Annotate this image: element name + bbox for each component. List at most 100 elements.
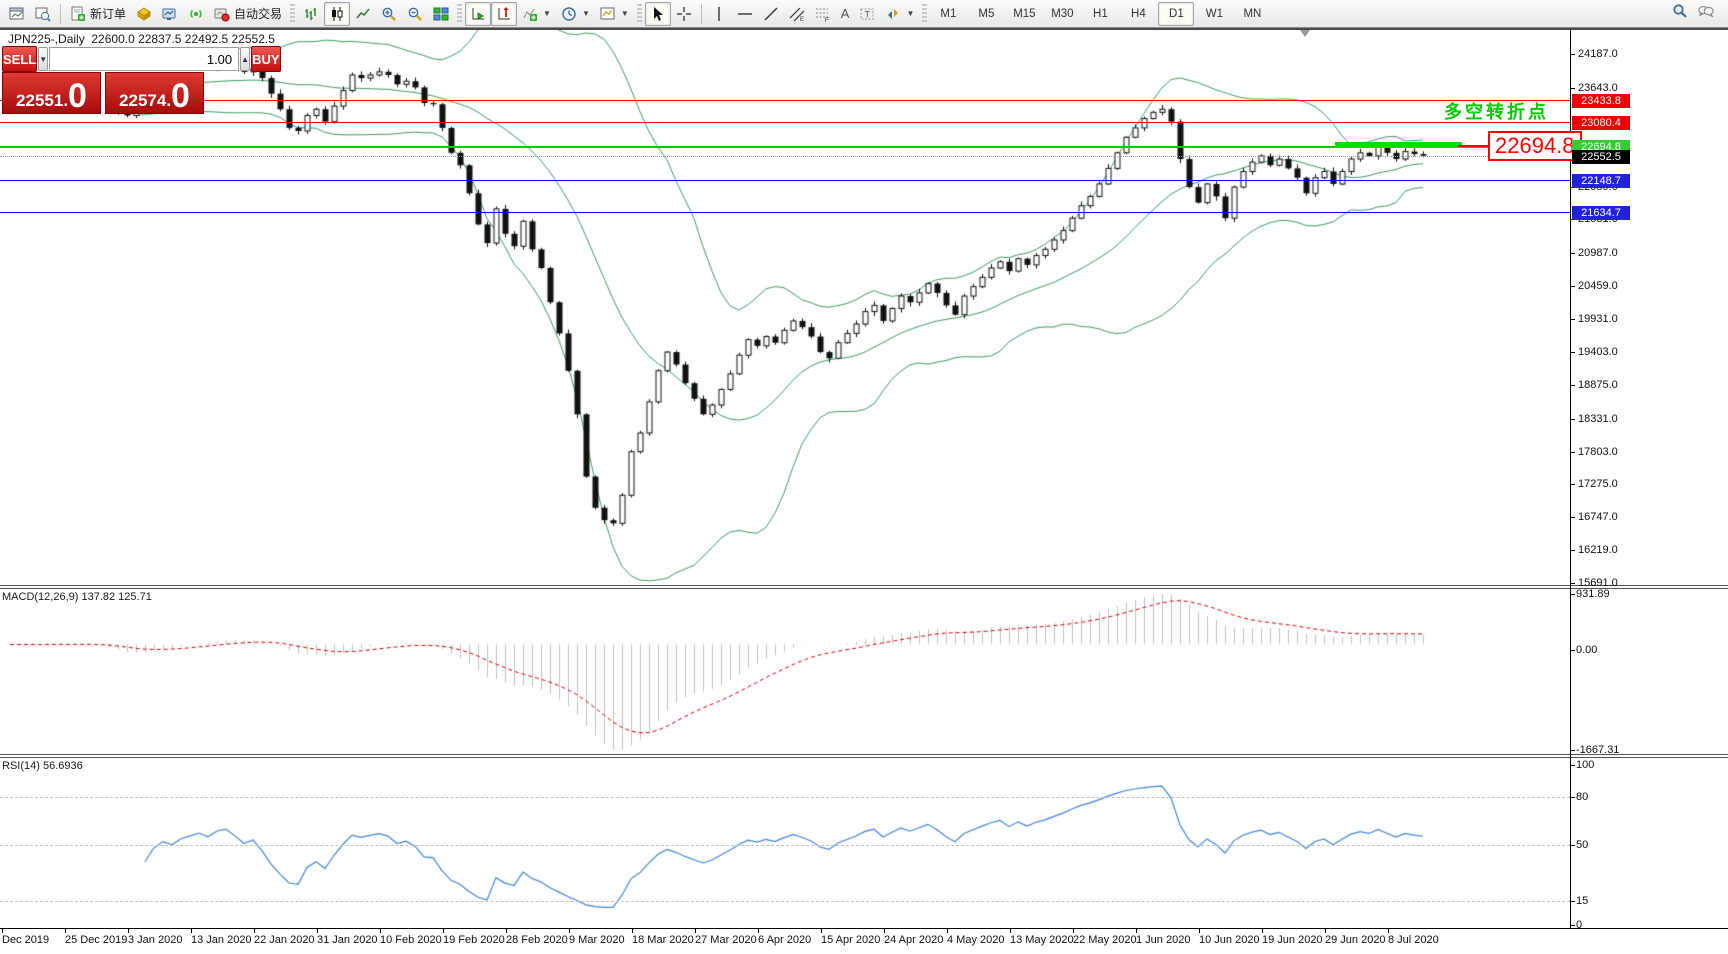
rsi-axis-tickmark [1570,765,1575,766]
text-tool-button[interactable]: A [836,2,855,26]
toolbar-grip [922,3,928,24]
time-axis-tickmark [254,929,255,933]
time-axis-label: 8 Jul 2020 [1388,934,1439,946]
horizontal-level-line[interactable] [0,122,1570,124]
chart-window-icon[interactable] [4,2,30,26]
timeframe-button-H1[interactable]: H1 [1093,7,1108,20]
time-axis-tickmark [884,929,885,933]
price-axis-tickmark [1570,583,1575,585]
current-price-badge: 22552.5 [1572,149,1630,164]
rsi-level-line [0,901,1570,902]
fibo-tag: F [825,18,829,22]
price-axis-border [1570,30,1571,928]
price-axis-tickmark [1570,517,1575,519]
price-axis-tick-label: 20459.0 [1578,280,1618,293]
equidistant-channel-tool[interactable]: E [784,2,810,26]
chart-shift-marker[interactable] [1300,30,1310,37]
cursor-tool-button[interactable] [644,1,671,26]
time-axis-label: 6 Apr 2020 [758,934,812,946]
price-axis-tickmark [1570,384,1575,386]
sell-price-display[interactable]: 22551. 0 [2,72,101,114]
horizontal-level-line[interactable] [0,212,1570,214]
market-watch-icon[interactable] [157,2,183,26]
tile-windows-button[interactable] [428,2,454,26]
text-label-tool-button[interactable]: T [854,2,880,26]
crosshair-tool-button[interactable] [671,2,697,26]
macd-label: MACD(12,26,9) 137.82 125.71 [2,591,152,603]
timeframe-button-M15[interactable]: M15 [1013,7,1036,20]
chart-ohlc-title: JPN225-,Daily 22600.0 22837.5 22492.5 22… [8,32,275,46]
strategy-tester-icon[interactable] [30,2,56,26]
time-axis-tickmark [443,929,444,933]
price-chart-canvas[interactable] [0,30,1570,928]
time-axis-tickmark [1199,929,1200,933]
time-axis-label: 29 Jun 2020 [1325,934,1386,946]
time-axis-label: 25 Dec 2019 [65,934,128,946]
time-axis-label: 15 Apr 2020 [821,934,881,946]
buy-button[interactable]: BUY [251,46,281,72]
timeframe-button-M30[interactable]: M30 [1051,7,1074,20]
bar-chart-button[interactable] [298,2,324,26]
horizontal-level-line[interactable] [0,100,1570,102]
rsi-axis-tickmark [1570,845,1575,846]
dropdown-arrow-icon: ▼ [581,9,590,18]
chart-shift-button[interactable] [491,1,518,26]
horizontal-line-tool[interactable] [732,2,758,26]
timeframe-button-MN[interactable]: MN [1243,7,1262,20]
horizontal-level-line[interactable] [0,145,1570,148]
periods-button[interactable]: ▼ [556,2,595,26]
trendline-tool[interactable] [758,2,784,26]
price-axis-tickmark [1570,484,1575,486]
timeframe-button-D1[interactable]: D1 [1158,1,1195,26]
sell-price-frac: 0 [68,77,87,115]
fibonacci-tool[interactable]: F [810,2,836,26]
symbol-timeframe-label: JPN225-,Daily [8,32,85,46]
timeframe-button-H4[interactable]: H4 [1131,7,1146,20]
templates-button[interactable]: ▼ [595,2,634,26]
time-axis-label: 9 Mar 2020 [569,934,625,946]
time-axis-label: 24 Apr 2020 [884,934,944,946]
sell-button[interactable]: SELL [2,46,38,72]
price-axis-tick-label: 15691.0 [1578,577,1618,590]
price-level-badge: 21634.7 [1572,205,1630,220]
buy-price-display[interactable]: 22574. 0 [105,72,204,114]
time-axis-tickmark [1010,929,1011,933]
price-callout-label[interactable]: 22694.8 [1488,131,1582,161]
dropdown-arrow-icon: ▼ [620,9,629,18]
rsi-axis-tickmark [1570,925,1575,926]
search-icon[interactable] [1672,3,1688,24]
sell-price-dot: . [63,91,69,110]
auto-scroll-button[interactable] [465,1,492,26]
timeframe-button-W1[interactable]: W1 [1205,7,1224,20]
one-click-trade-panel: SELL ▼ ▲ BUY 22551.0 22574.0 [2,46,281,114]
auto-trading-button[interactable]: 自动交易 [209,2,287,26]
zoom-out-button[interactable] [402,2,428,26]
horizontal-level-line[interactable] [0,180,1570,182]
rsi-axis-tick-label: 15 [1576,895,1589,907]
metaeditor-icon[interactable] [131,2,157,26]
highlight-trendline[interactable] [1335,141,1462,148]
rsi-axis-tick-label: 100 [1576,759,1595,771]
volume-input[interactable] [49,47,240,71]
line-chart-button[interactable] [350,2,376,26]
timeframe-button-M1[interactable]: M1 [940,7,957,20]
timeframe-button-M5[interactable]: M5 [978,7,995,20]
price-axis-tickmark [1570,54,1575,55]
zoom-in-button[interactable] [376,2,402,26]
chat-icon[interactable] [1698,3,1714,24]
time-axis-tickmark [1262,929,1263,933]
indicators-button[interactable]: ▼ [517,2,556,26]
time-axis-tickmark [1073,929,1074,933]
volume-increase-button[interactable]: ▲ [240,47,251,71]
new-order-button[interactable]: 新订单 [65,2,131,26]
volume-decrease-button[interactable]: ▼ [38,47,49,71]
buy-price-frac: 0 [171,77,190,115]
time-axis-tickmark [695,929,696,933]
channel-tag: E [800,17,804,22]
candlestick-chart-button[interactable] [324,1,351,26]
vertical-line-tool[interactable] [706,2,732,26]
arrows-tool-button[interactable]: ▼ [880,2,919,26]
signals-icon[interactable] [183,2,209,26]
toolbar-separator [700,3,702,24]
chart-annotation-text[interactable]: 多空转折点 [1444,102,1549,122]
